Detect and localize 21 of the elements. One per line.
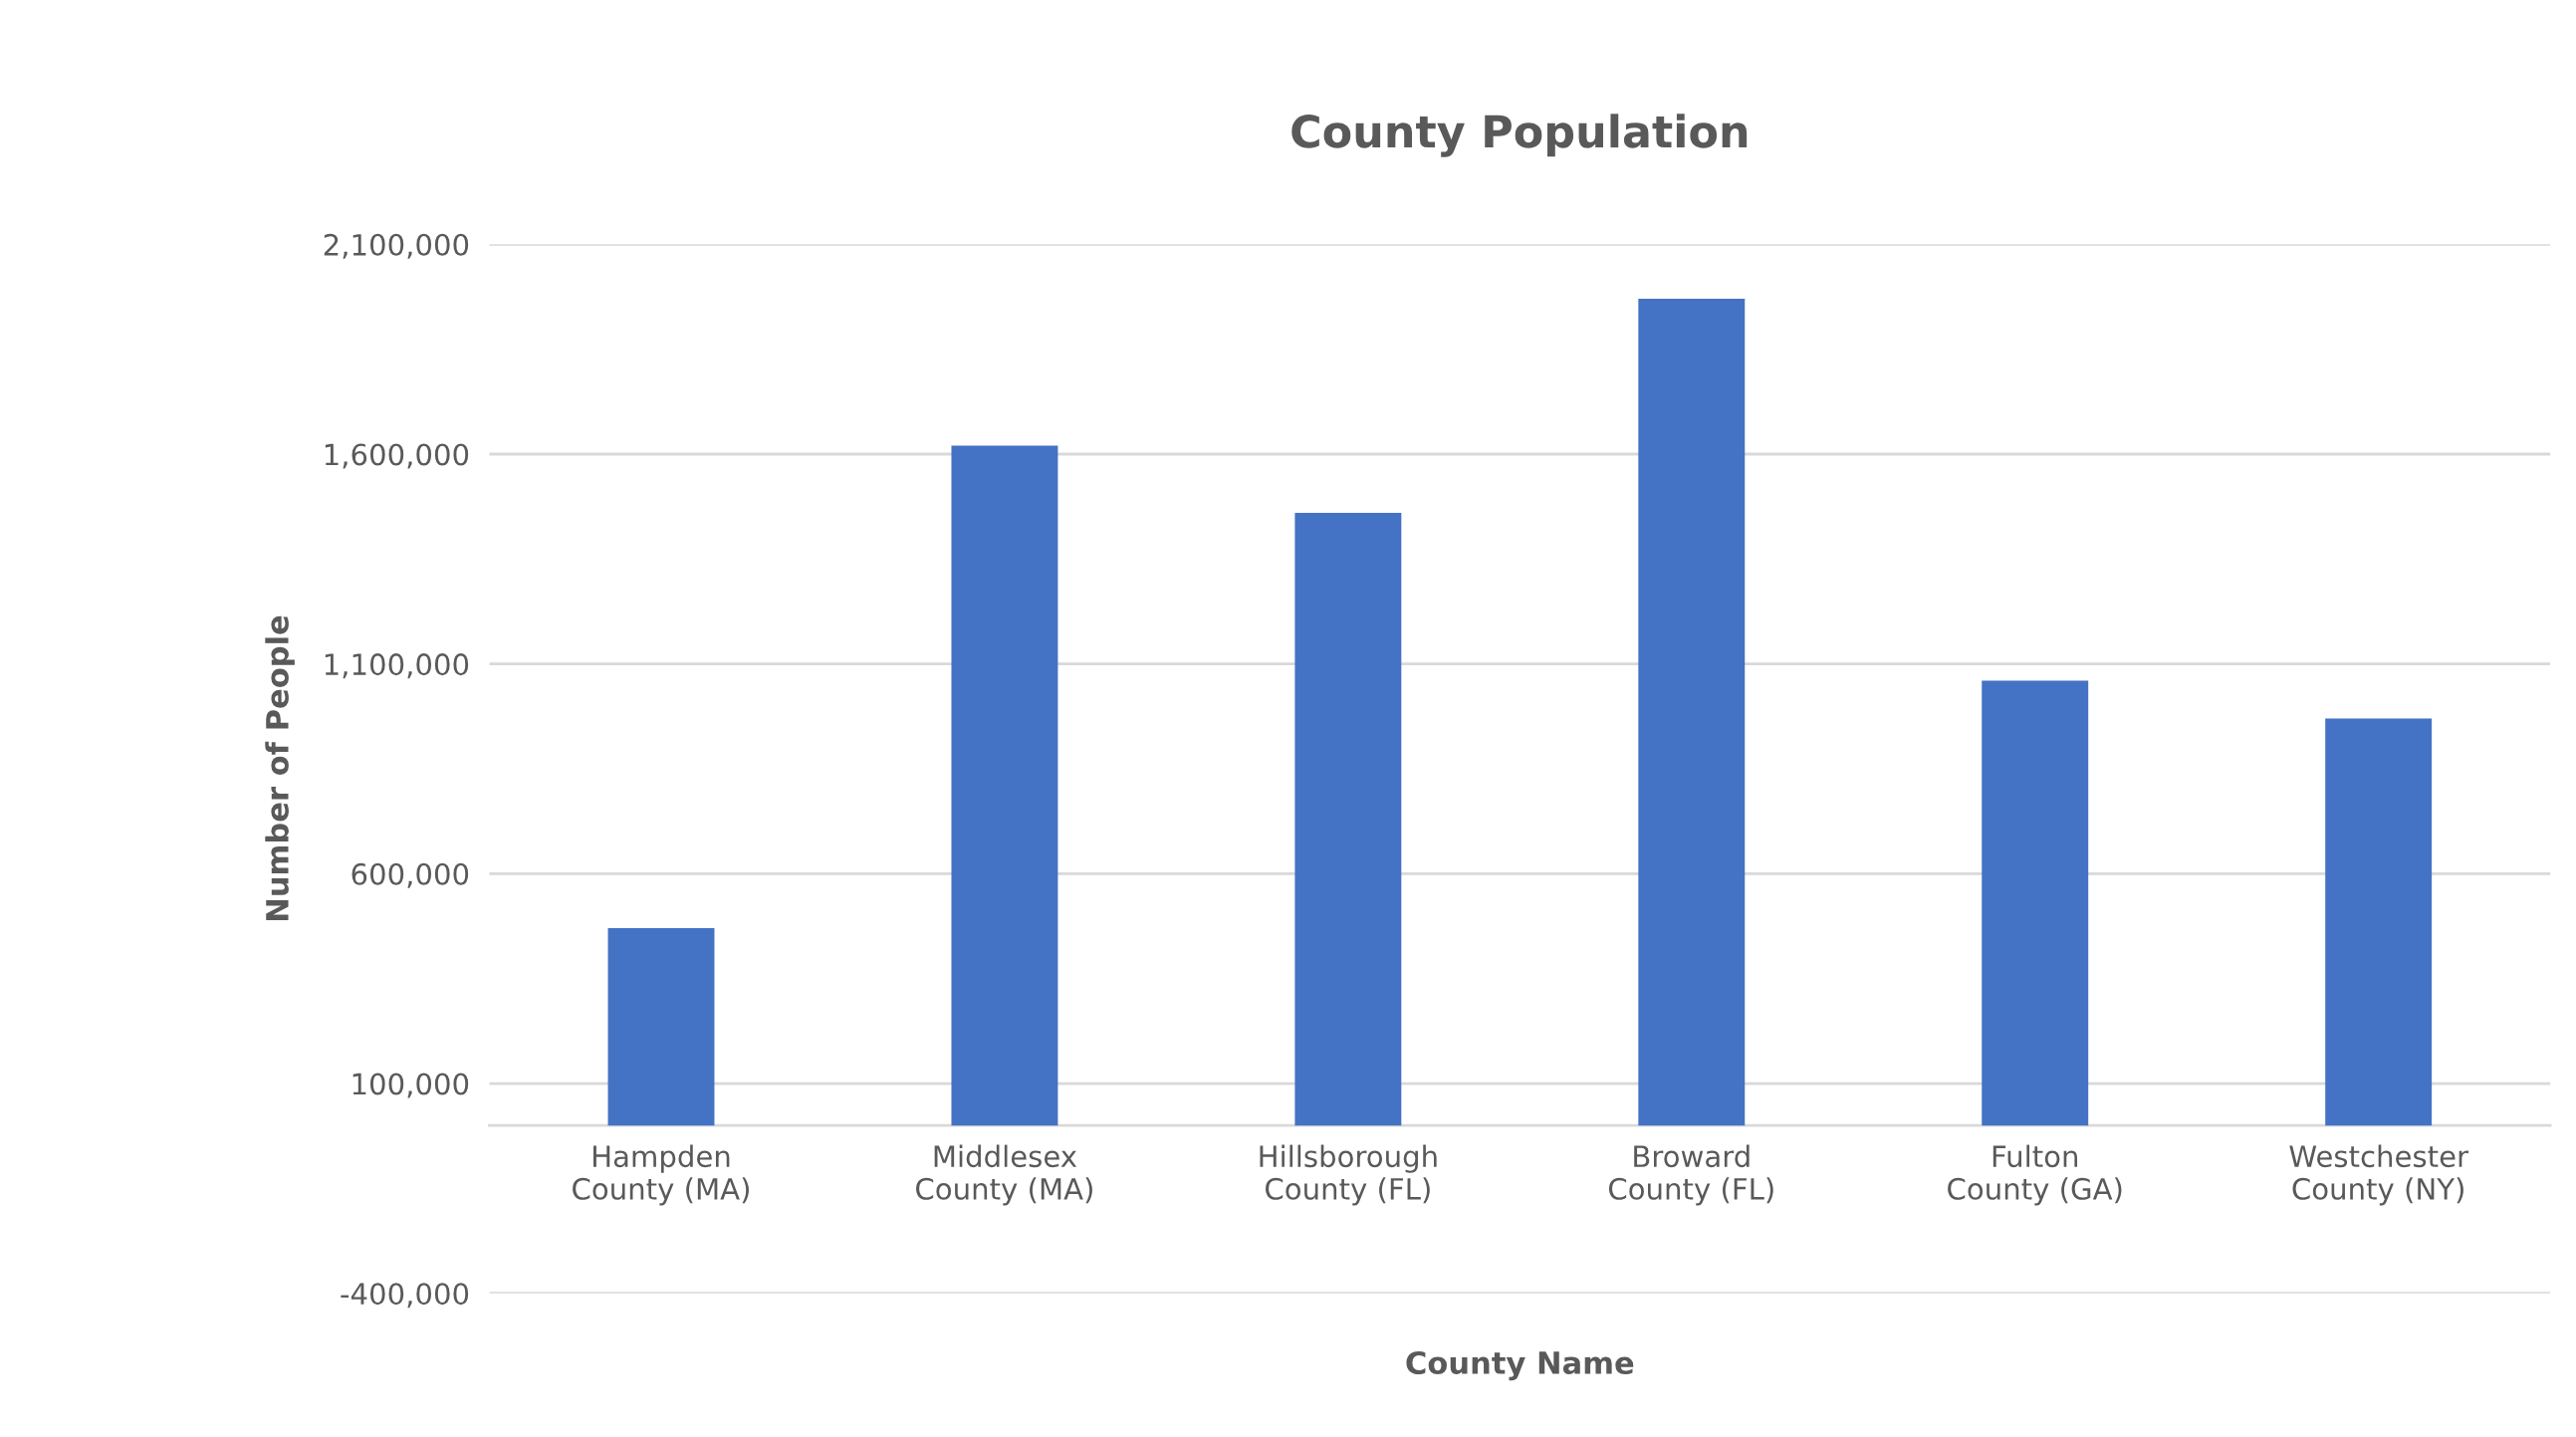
bar [951,445,1058,1126]
chart-title: County Population [1291,114,1748,157]
x-axis-title: County Name [1406,1350,1634,1381]
y-tick-label: 100,000 [352,1073,469,1098]
x-tick-label: Westchester County (NY) [2289,1144,2469,1206]
y-tick-label: 2,100,000 [324,233,469,259]
x-tick-label: Hillsborough County (FL) [1260,1144,1437,1206]
bar [1982,680,2089,1126]
x-tick-label: Hampden County (MA) [573,1144,749,1206]
bar [1294,512,1402,1126]
x-tick-label: Fulton County (GA) [1948,1144,2122,1206]
y-tick-label: 1,100,000 [325,653,469,679]
y-tick-label: 1,600,000 [325,443,469,469]
bar [607,928,715,1126]
x-tick-label: Middlesex County (MA) [916,1144,1092,1206]
x-tick-label: Broward County (FL) [1608,1144,1773,1206]
y-tick-label: -400,000 [341,1283,469,1309]
y-tick-label: 600,000 [351,862,469,888]
bar [1638,299,1746,1126]
y-axis-title: Number of People [265,615,295,920]
bar [2325,718,2433,1126]
